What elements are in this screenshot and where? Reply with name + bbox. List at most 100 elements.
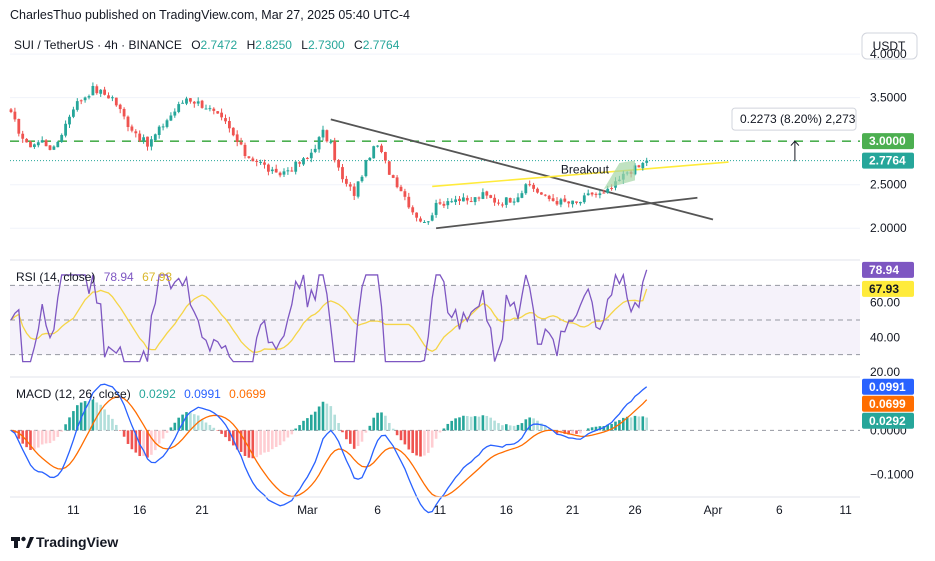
candle[interactable] [528, 180, 532, 187]
candle[interactable] [380, 143, 383, 154]
candle[interactable] [434, 199, 438, 218]
candle[interactable] [107, 92, 110, 99]
candle[interactable] [185, 96, 188, 106]
candle[interactable] [134, 129, 138, 138]
candle[interactable] [189, 98, 192, 104]
candle[interactable] [384, 151, 387, 164]
candle[interactable] [138, 130, 142, 143]
candle[interactable] [399, 184, 403, 192]
trendlines[interactable] [330, 118, 729, 230]
rsi-ma-line[interactable] [10, 288, 648, 353]
candle[interactable] [641, 161, 645, 171]
candle[interactable] [52, 145, 56, 151]
candle[interactable] [208, 105, 212, 112]
rsi-pane[interactable]: 60.00 40.00 20.00 78.94 67.93 RSI (14, close… [10, 261, 914, 379]
candle[interactable] [571, 200, 574, 208]
candle[interactable] [146, 136, 149, 151]
candle[interactable] [298, 161, 301, 167]
candle[interactable] [274, 164, 278, 173]
candle[interactable] [212, 107, 216, 115]
candle[interactable] [278, 171, 282, 178]
currency-button[interactable]: USDT [861, 32, 918, 60]
candle[interactable] [169, 112, 173, 122]
candle[interactable] [364, 159, 368, 178]
candle[interactable] [551, 194, 555, 202]
candle[interactable] [235, 130, 239, 147]
candle[interactable] [403, 188, 407, 201]
candle[interactable] [341, 164, 344, 183]
candle[interactable] [594, 192, 598, 198]
candle[interactable] [91, 82, 95, 96]
resistance-line[interactable] [10, 140, 860, 162]
candle[interactable] [99, 89, 103, 97]
candlesticks[interactable] [9, 82, 649, 225]
measure-annotation[interactable]: 0.2273 (8.20%) 2,273 [731, 107, 857, 162]
candle[interactable] [196, 97, 200, 107]
candle[interactable] [356, 181, 360, 199]
price-pane[interactable]: Breakout 0.2273 (8.20%) 2,273 4.0000 3.50… [9, 47, 914, 235]
rising-resistance-trendline[interactable] [432, 161, 729, 188]
candle[interactable] [462, 193, 465, 202]
candle[interactable] [415, 212, 418, 222]
candle[interactable] [255, 158, 259, 167]
macd-line[interactable] [10, 383, 648, 514]
candle[interactable] [590, 192, 594, 197]
candle[interactable] [485, 190, 489, 199]
candle[interactable] [360, 175, 364, 183]
candle[interactable] [224, 114, 227, 124]
candle[interactable] [325, 129, 329, 143]
candle[interactable] [645, 157, 649, 167]
candle[interactable] [220, 108, 223, 121]
candle[interactable] [582, 192, 586, 204]
price-axis[interactable]: 4.0000 3.5000 2.5000 2.0000 3.0000 2.7764 [862, 47, 914, 235]
candle[interactable] [286, 167, 290, 175]
candle[interactable] [29, 140, 32, 148]
candle[interactable] [228, 116, 231, 133]
candle[interactable] [465, 195, 469, 205]
candle[interactable] [430, 212, 434, 222]
candle[interactable] [512, 198, 516, 206]
candle[interactable] [239, 137, 243, 146]
candle[interactable] [317, 135, 321, 153]
candle[interactable] [263, 159, 266, 169]
candle[interactable] [165, 118, 169, 129]
candle[interactable] [157, 125, 161, 139]
candle[interactable] [40, 136, 44, 143]
macd-signal-line[interactable] [10, 396, 648, 498]
candle[interactable] [122, 107, 126, 120]
candle[interactable] [575, 201, 578, 205]
resistance-badge[interactable] [862, 133, 914, 150]
candle[interactable] [477, 196, 481, 202]
tradingview-logo[interactable]: TradingView [11, 534, 118, 550]
candle[interactable] [142, 134, 145, 144]
candle[interactable] [368, 157, 372, 161]
candle[interactable] [161, 123, 165, 131]
candle[interactable] [442, 201, 446, 209]
candle[interactable] [177, 101, 181, 114]
candle[interactable] [504, 197, 508, 208]
candle[interactable] [497, 199, 500, 206]
candle[interactable] [372, 145, 376, 159]
candle[interactable] [419, 216, 422, 223]
candle[interactable] [567, 201, 571, 208]
candle[interactable] [294, 161, 298, 175]
candle[interactable] [602, 189, 606, 194]
last-price-badge[interactable] [862, 152, 914, 169]
candle[interactable] [60, 133, 64, 143]
candle[interactable] [540, 192, 543, 195]
candle[interactable] [56, 140, 60, 148]
candle[interactable] [114, 97, 118, 107]
candle[interactable] [481, 188, 485, 200]
candle[interactable] [547, 194, 551, 202]
candle[interactable] [489, 194, 493, 199]
candle[interactable] [309, 148, 313, 163]
candle[interactable] [83, 96, 87, 103]
candle[interactable] [111, 95, 114, 102]
candle[interactable] [64, 120, 67, 138]
candle[interactable] [473, 197, 477, 206]
candle[interactable] [454, 195, 457, 205]
candle[interactable] [68, 114, 71, 129]
candle[interactable] [270, 166, 274, 174]
candle[interactable] [458, 195, 461, 206]
